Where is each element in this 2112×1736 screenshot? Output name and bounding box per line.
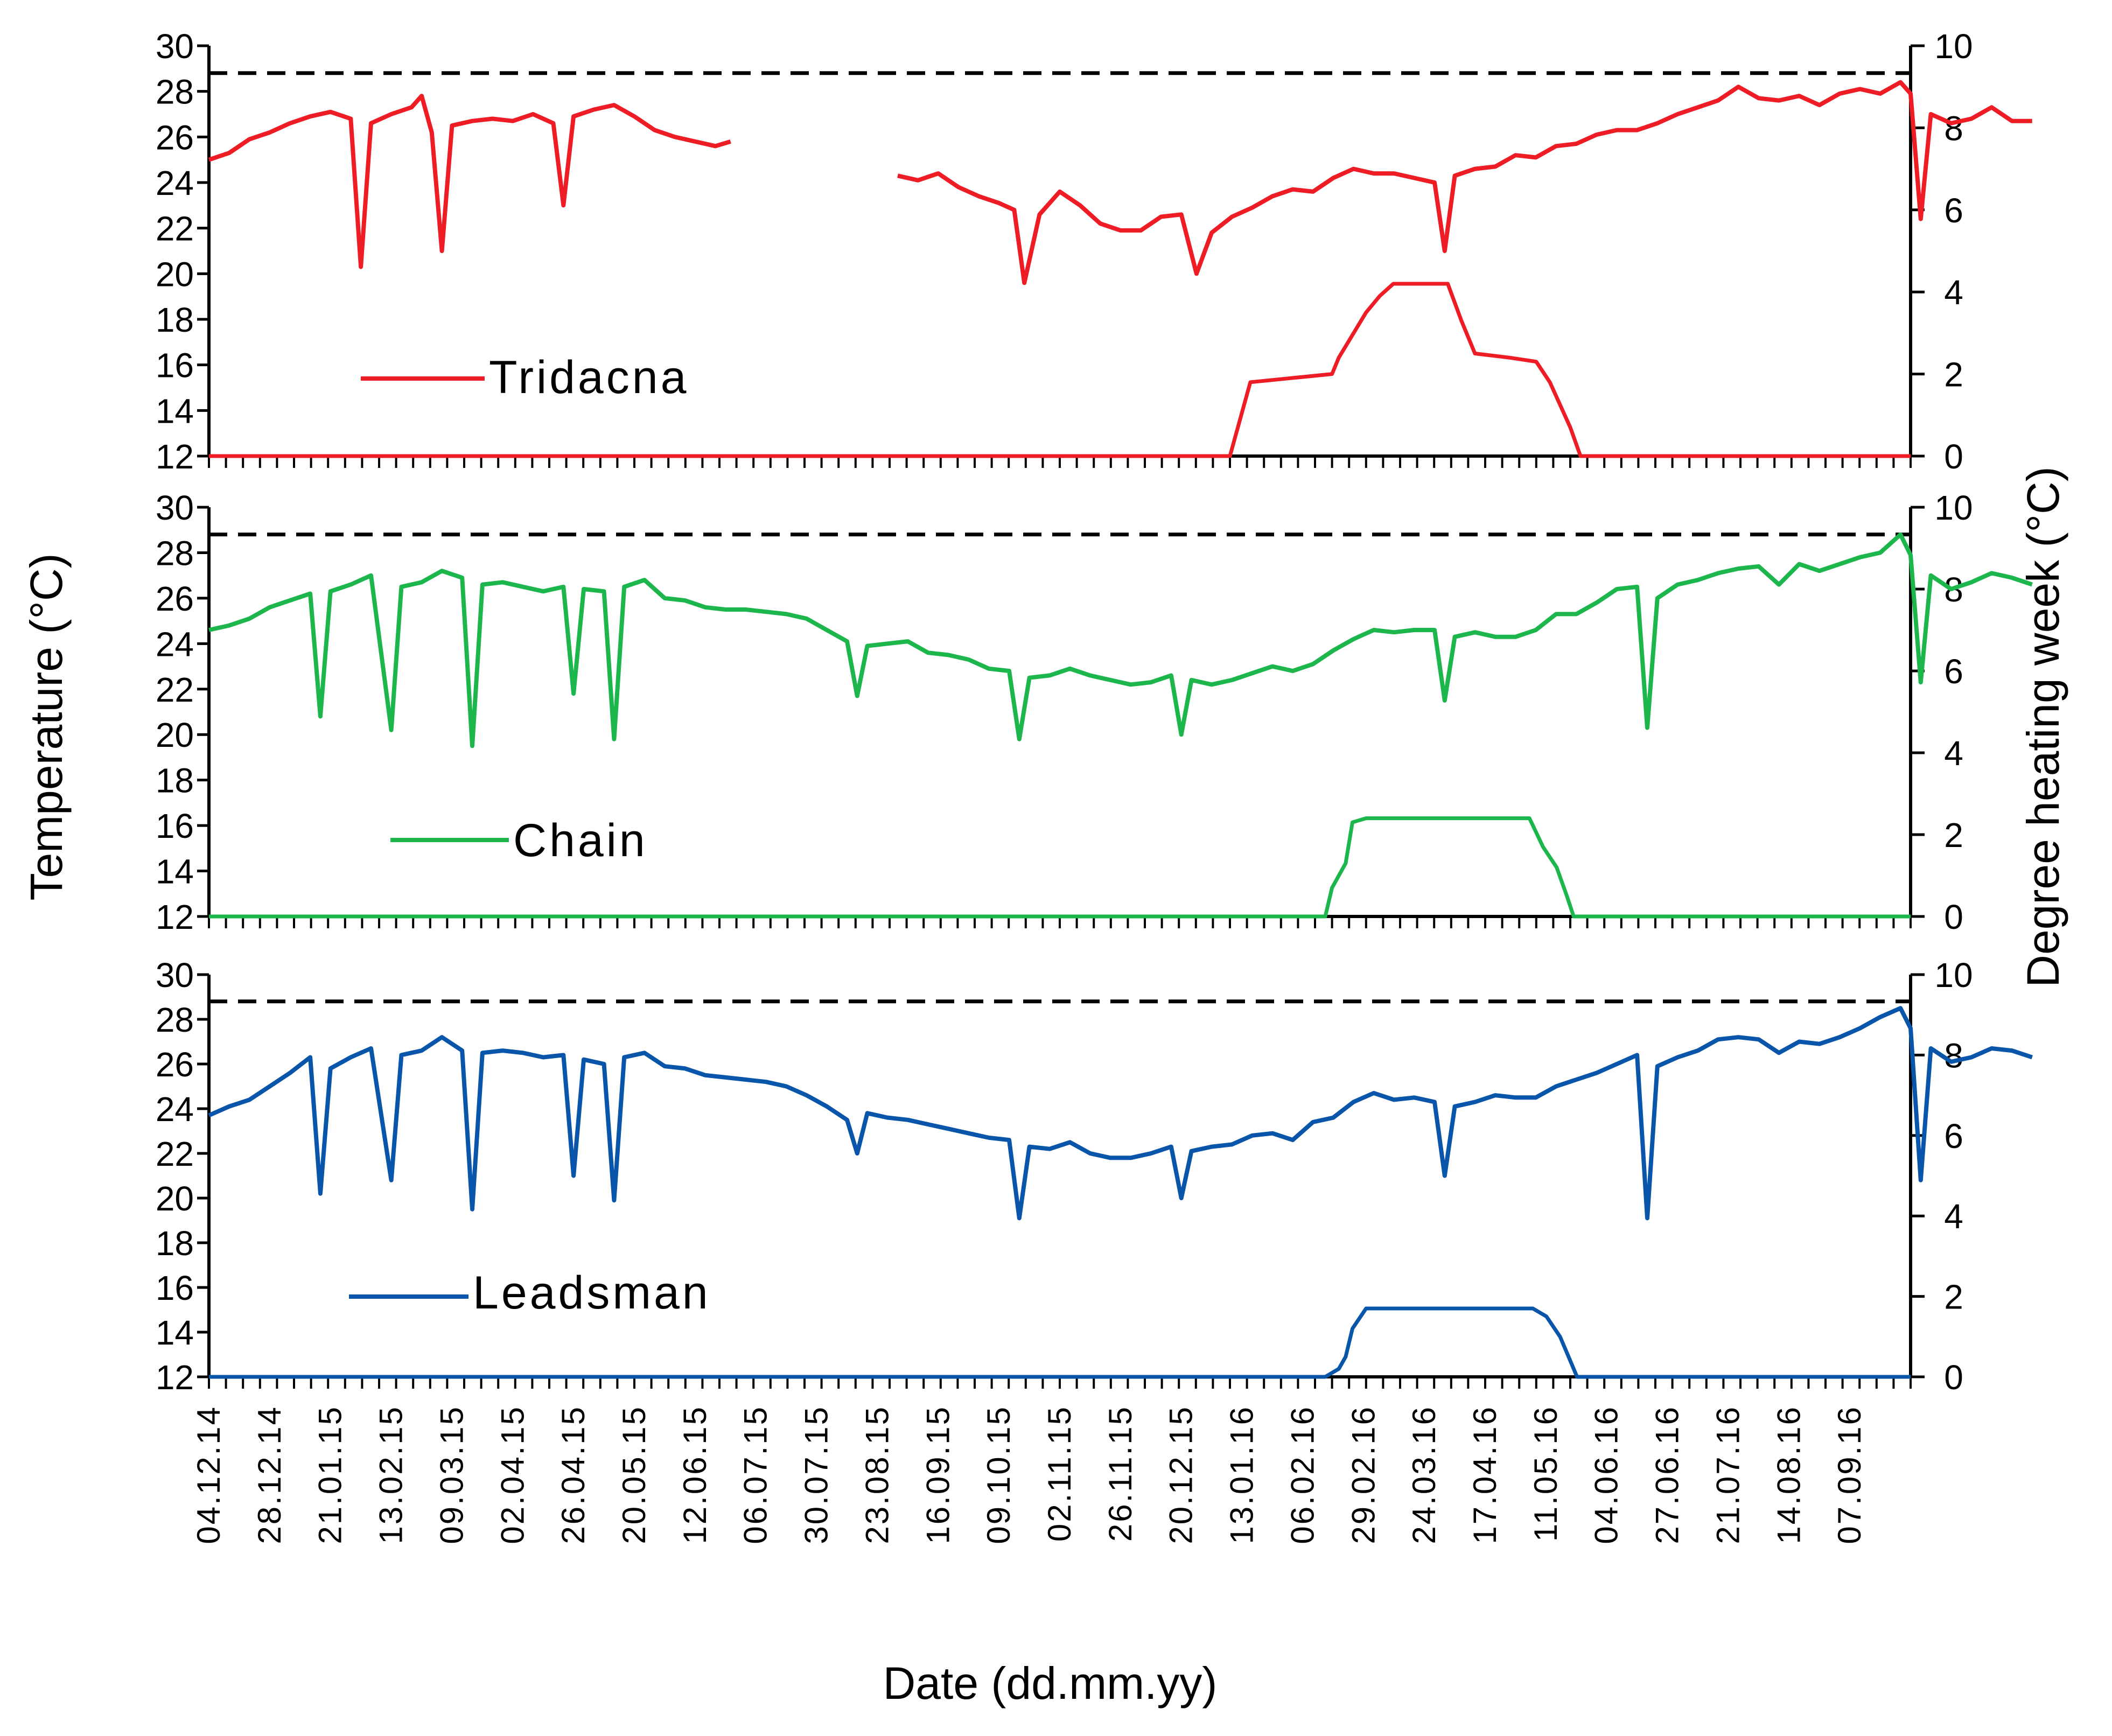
y-tick-label: 16 — [156, 807, 194, 845]
x-tick-label: 04.06.16 — [1589, 1405, 1625, 1544]
x-tick-label: 24.03.16 — [1406, 1405, 1442, 1544]
x-tick-label: 21.07.16 — [1710, 1405, 1746, 1544]
x-tick-label: 30.07.15 — [799, 1405, 835, 1544]
x-tick-label: 06.02.16 — [1284, 1405, 1320, 1544]
x-tick-label: 26.11.15 — [1102, 1405, 1138, 1542]
x-tick-label: 11.05.16 — [1528, 1405, 1564, 1542]
y2-tick-label: 10 — [1934, 956, 1973, 995]
y2-tick-label: 0 — [1944, 1358, 1963, 1397]
x-tick-label: 20.05.15 — [616, 1405, 652, 1544]
x-tick-label: 09.03.15 — [433, 1405, 470, 1544]
y-tick-label: 30 — [156, 27, 194, 66]
x-tick-label: 02.04.15 — [494, 1405, 530, 1544]
y-tick-label: 12 — [156, 898, 194, 936]
y2-tick-label: 2 — [1944, 355, 1963, 394]
x-tick-label: 28.12.14 — [251, 1405, 288, 1544]
y2-tick-label: 2 — [1944, 816, 1963, 855]
y2-tick-label: 2 — [1944, 1278, 1963, 1317]
x-tick-label: 17.04.16 — [1467, 1405, 1503, 1544]
temperature-line-tridacna-segment-0 — [208, 94, 731, 269]
y2-tick-label: 8 — [1944, 109, 1963, 148]
y-tick-label: 30 — [156, 488, 194, 527]
y-tick-label: 18 — [156, 761, 194, 800]
y2-tick-label: 10 — [1934, 488, 1973, 527]
y2-tick-label: 4 — [1944, 1197, 1963, 1236]
dhw-line-chain — [209, 816, 1911, 919]
x-tick-label: 14.08.16 — [1771, 1405, 1807, 1544]
y-tick-label: 14 — [156, 1313, 194, 1352]
y-tick-label: 12 — [156, 437, 194, 476]
x-tick-label: 29.02.16 — [1345, 1405, 1381, 1544]
y-tick-label: 18 — [156, 1224, 194, 1263]
x-tick-label: 21.01.15 — [312, 1405, 348, 1544]
y-tick-label: 26 — [156, 1045, 194, 1084]
y-tick-label: 30 — [156, 956, 194, 995]
temperature-line-leadsman-segment-0 — [208, 1006, 2033, 1221]
dhw-line-tridacna — [209, 282, 1911, 458]
x-tick-label: 13.01.16 — [1224, 1405, 1260, 1544]
legend-label-chain: Chain — [513, 815, 648, 866]
y-tick-label: 26 — [156, 579, 194, 618]
y2-tick-label: 10 — [1934, 27, 1973, 66]
temperature-line-chain-segment-0 — [208, 532, 2033, 748]
y2-tick-label: 4 — [1944, 734, 1963, 773]
y-tick-label: 20 — [156, 716, 194, 754]
y-tick-label: 22 — [156, 670, 194, 709]
y2-tick-label: 0 — [1944, 898, 1963, 936]
x-tick-label: 09.10.15 — [981, 1405, 1017, 1544]
y2-tick-label: 6 — [1944, 652, 1963, 691]
y-tick-label: 20 — [156, 1179, 194, 1218]
y-tick-label: 18 — [156, 300, 194, 339]
y-tick-label: 16 — [156, 1269, 194, 1307]
y-axis-title: Temperature (°C) — [21, 553, 72, 900]
y2-axis-title: Degree heating week (°C) — [2018, 466, 2068, 987]
y2-tick-label: 4 — [1944, 273, 1963, 312]
y-tick-label: 28 — [156, 1000, 194, 1039]
x-tick-label: 04.12.14 — [191, 1405, 227, 1544]
y-tick-label: 28 — [156, 534, 194, 572]
x-tick-label: 13.02.15 — [373, 1405, 409, 1544]
y2-tick-label: 0 — [1944, 437, 1963, 476]
x-tick-label: 26.04.15 — [555, 1405, 591, 1544]
y-tick-label: 14 — [156, 391, 194, 430]
y-tick-label: 22 — [156, 1135, 194, 1173]
y-tick-label: 24 — [156, 625, 194, 663]
y2-tick-label: 8 — [1944, 1036, 1963, 1075]
x-tick-label: 23.08.15 — [859, 1405, 895, 1544]
x-tick-label: 12.06.15 — [677, 1405, 713, 1544]
y-tick-label: 22 — [156, 209, 194, 248]
x-axis-date-labels: 04.12.14 28.12.14 21.01.15 13.02.15 09.03.15… — [191, 1405, 1868, 1544]
y-tick-label: 24 — [156, 164, 194, 202]
y-tick-label: 20 — [156, 255, 194, 293]
y2-tick-label: 6 — [1944, 191, 1963, 230]
legend-label-leadsman: Leadsman — [473, 1267, 711, 1319]
y-tick-label: 26 — [156, 118, 194, 157]
x-tick-label: 20.12.15 — [1163, 1405, 1199, 1544]
legend-label-tridacna: Tridacna — [489, 352, 689, 403]
x-tick-label: 06.07.15 — [738, 1405, 774, 1544]
y-tick-label: 24 — [156, 1090, 194, 1129]
temperature-line-tridacna-segment-1 — [897, 80, 2032, 285]
x-tick-label: 07.09.16 — [1831, 1405, 1868, 1544]
y-tick-label: 28 — [156, 73, 194, 111]
dhw-line-leadsman — [209, 1306, 1911, 1379]
chart-panels: 121416182022242628300246810Tridacna12141… — [156, 27, 2033, 1397]
x-tick-label: 02.11.15 — [1041, 1405, 1078, 1542]
y-tick-label: 16 — [156, 346, 194, 385]
x-tick-label: 27.06.16 — [1649, 1405, 1686, 1544]
y-tick-label: 12 — [156, 1358, 194, 1397]
y-tick-label: 14 — [156, 852, 194, 891]
x-axis-title: Date (dd.mm.yy) — [883, 1658, 1218, 1709]
y2-tick-label: 6 — [1944, 1117, 1963, 1156]
x-tick-label: 16.09.15 — [920, 1405, 956, 1544]
